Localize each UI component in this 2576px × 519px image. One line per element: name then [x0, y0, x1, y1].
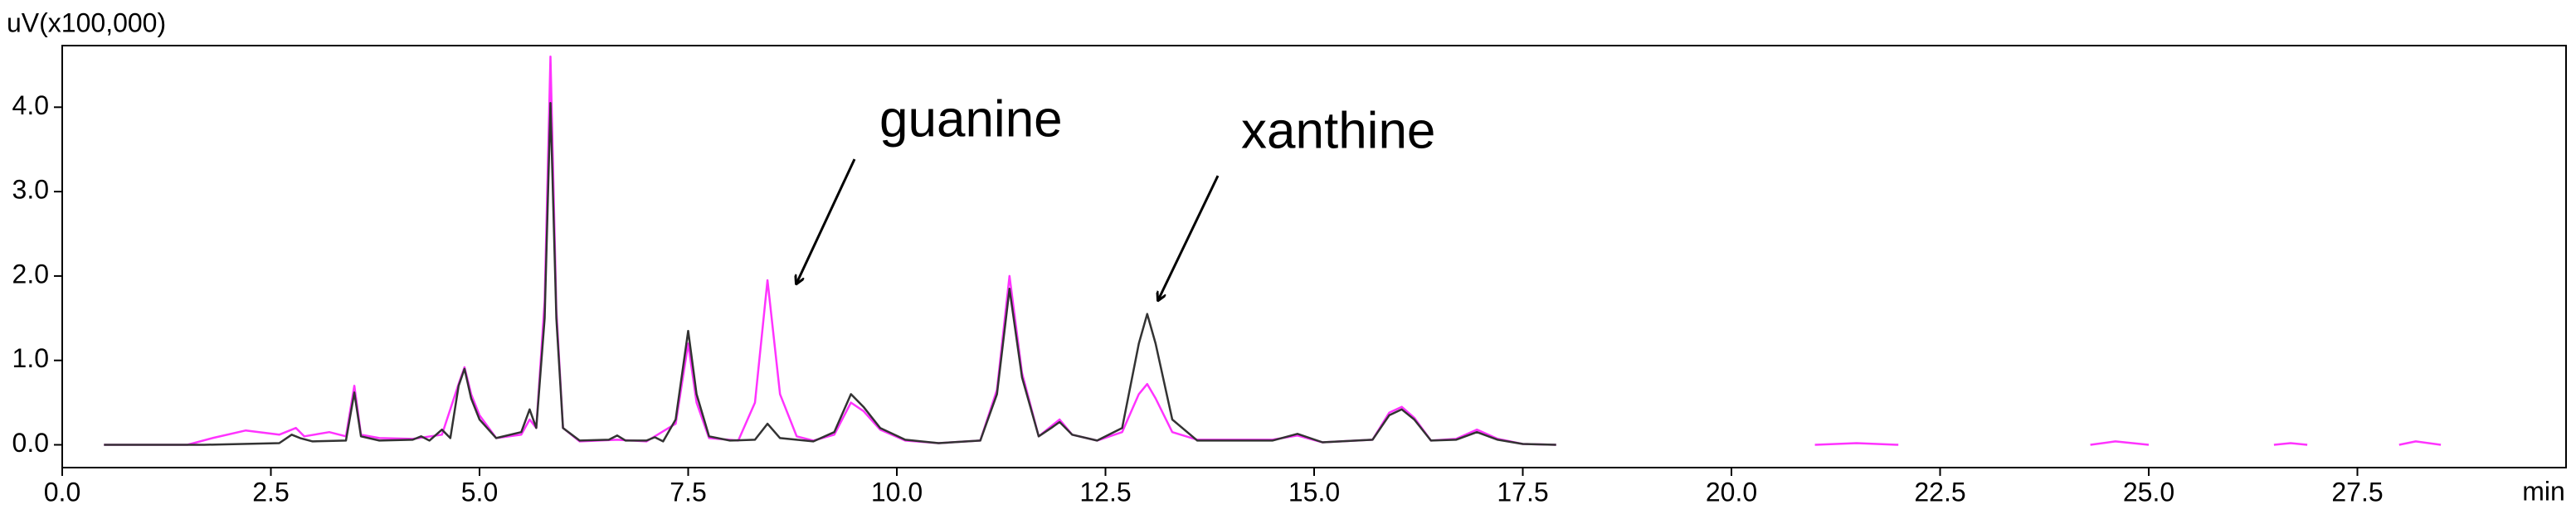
y-tick-label: 2.0 [12, 259, 49, 289]
y-tick-label: 4.0 [12, 90, 49, 120]
x-axis-label: min [2522, 476, 2565, 506]
x-tick-label: 10.0 [871, 477, 923, 507]
y-tick-label: 1.0 [12, 343, 49, 373]
x-tick-label: 27.5 [2331, 477, 2383, 507]
y-axis-label: uV(x100,000) [7, 7, 166, 37]
x-tick-label: 0.0 [44, 477, 80, 507]
x-tick-label: 25.0 [2123, 477, 2174, 507]
annotation-arrow [796, 158, 856, 284]
trace [104, 101, 1556, 446]
x-tick-label: 2.5 [252, 477, 289, 507]
x-tick-label: 7.5 [670, 477, 706, 507]
y-tick-label: 3.0 [12, 175, 49, 205]
x-tick-label: 22.5 [1914, 477, 1965, 507]
annotation: guanine [879, 90, 1063, 148]
x-tick-label: 15.0 [1288, 477, 1340, 507]
annotation: xanthine [1241, 102, 1435, 159]
x-tick-label: 20.0 [1706, 477, 1757, 507]
y-tick-label: 0.0 [12, 428, 49, 458]
trace [104, 55, 2442, 446]
x-tick-label: 5.0 [461, 477, 498, 507]
x-tick-label: 12.5 [1079, 477, 1131, 507]
annotation-arrow [1158, 175, 1220, 300]
x-tick-label: 17.5 [1497, 477, 1548, 507]
